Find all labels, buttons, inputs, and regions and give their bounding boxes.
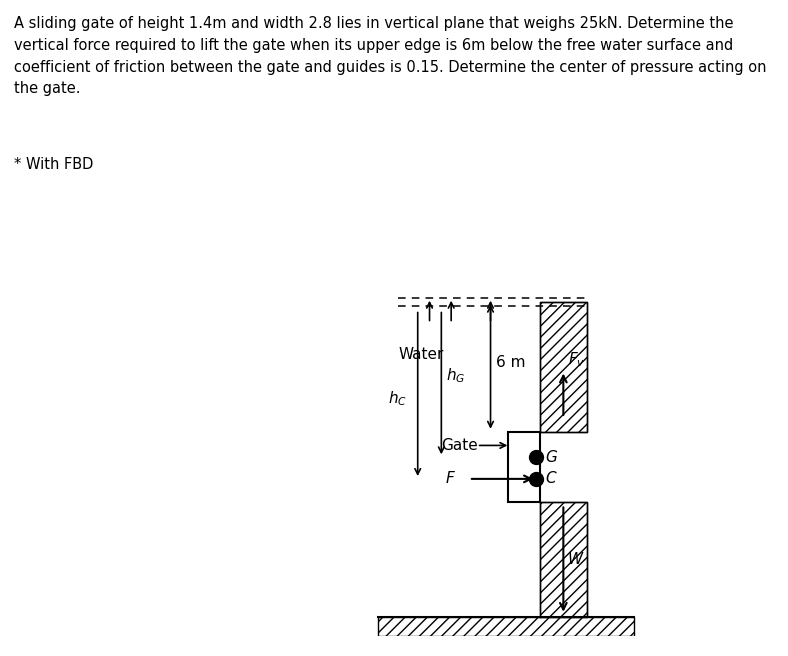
Bar <box>540 502 587 617</box>
Text: F: F <box>445 472 454 486</box>
Text: Gate: Gate <box>441 438 478 453</box>
Text: $h_G$: $h_G$ <box>446 366 466 385</box>
Text: Water: Water <box>398 348 444 362</box>
Text: $F_v$: $F_v$ <box>568 350 585 369</box>
Text: A sliding gate of height 1.4m and width 2.8 lies in vertical plane that weighs 2: A sliding gate of height 1.4m and width … <box>14 16 767 96</box>
Bar <box>508 432 540 502</box>
Text: C: C <box>545 472 556 486</box>
Bar <box>540 302 587 432</box>
Text: * With FBD: * With FBD <box>14 157 94 173</box>
Text: $h_C$: $h_C$ <box>388 389 407 407</box>
Text: 6 m: 6 m <box>496 356 526 370</box>
Bar <box>378 617 634 636</box>
Text: G: G <box>545 450 558 464</box>
Text: W: W <box>567 552 582 567</box>
